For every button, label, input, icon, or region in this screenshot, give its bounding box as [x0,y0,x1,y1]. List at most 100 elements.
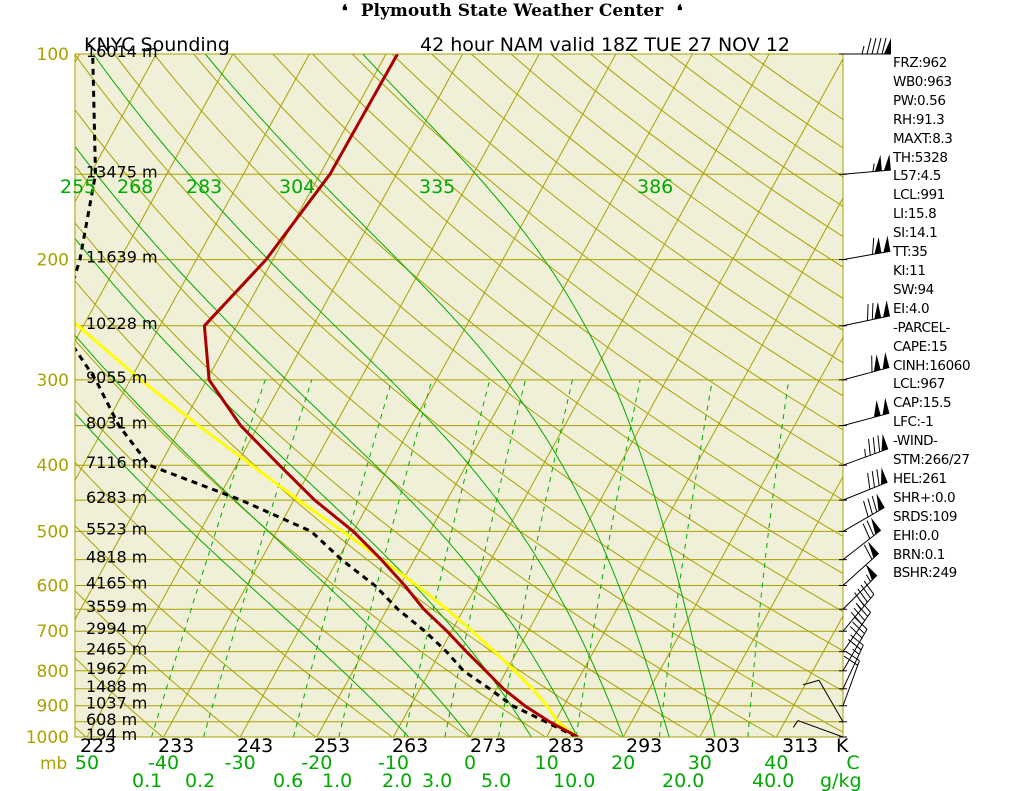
index-value: BRN:0.1 [893,546,945,563]
pressure-tick-label: 600 [37,576,69,596]
height-label: 2994 m [86,619,147,638]
wind-barb-staff [842,506,885,532]
left-flag-icon: ❛ [341,1,348,20]
isotherm-line [86,54,464,737]
wind-barb-flag [882,397,890,415]
index-value: HEL:261 [893,470,947,487]
chart-title: KNYC Sounding [84,34,230,56]
isotherm-line [392,54,770,737]
isotherm-line [775,614,843,737]
height-label: 3559 m [86,597,147,616]
dry-adiabat-line [351,54,843,431]
index-value: BSHR:249 [893,565,957,582]
index-value: TH:5328 [893,149,948,166]
wind-barb-staff [842,660,860,706]
mixing-ratio-label: 1.0 [322,770,352,791]
wind-barb-full [876,37,882,55]
wind-barb-staff [818,679,844,723]
dry-adiabat-line [0,54,9,737]
parcel-trace [75,320,579,737]
height-label: 1488 m [86,677,147,696]
pressure-tick-label: 1000 [26,728,69,748]
wind-barb-full [868,438,871,456]
dry-adiabat-line [75,109,843,733]
index-value: SHR+:0.0 [893,489,956,506]
wind-barb [839,517,882,561]
wind-barb [839,154,891,175]
height-label: 13475 m [86,162,158,181]
mixing-ratio-label: 5.0 [481,770,511,791]
wind-barb-staff [842,645,864,690]
height-label: 194 m [86,725,137,744]
height-label: 11639 m [86,248,158,267]
wind-barb-staff [842,250,891,261]
wind-barb [839,235,891,261]
height-label: 4818 m [86,548,147,567]
wind-barb-full [872,237,875,255]
isotherm-line [75,54,234,343]
dry-adiabat-line [193,54,843,575]
index-value: -WIND- [893,433,938,450]
wind-barb-full [866,304,869,321]
mixing-ratio-label: g/kg [820,770,862,791]
wind-barb-full [871,471,876,488]
wind-barb [839,580,875,632]
wind-barb-full [849,626,863,639]
mixing-ratio-label: 0.6 [273,770,303,791]
theta-e-label: 304 [279,176,315,198]
temperature-tick-label: -10 [378,752,409,774]
wind-barb [839,650,860,707]
theta-label: 313 [782,735,818,757]
wind-barb-half [865,574,872,582]
pressure-tick-label: 700 [37,622,69,642]
theta-label: 223 [80,735,116,757]
dry-adiabat-line [232,54,843,537]
moist-adiabat-line [204,54,670,737]
y-axis-unit-label: mb [40,754,67,774]
dry-adiabat-line [312,54,843,466]
temperature-tick-label: 50 [75,752,99,774]
theta-label: 293 [626,735,662,757]
wind-barb-full [877,435,881,452]
right-flag-icon: ❛ [676,1,683,20]
height-label: 5523 m [86,519,147,538]
height-label: 608 m [86,710,137,729]
wind-barb [839,541,880,586]
mixing-ratio-label: 10.0 [553,770,595,791]
wind-barb [792,720,847,738]
temperature-tick-label: 0 [464,752,476,774]
wind-barb-flag [881,467,888,485]
wind-barb-half [792,720,799,728]
dewpoint-trace [75,54,578,737]
index-value: STM:266/27 [893,452,970,469]
wind-barb [839,37,891,55]
height-label: 1962 m [86,659,147,678]
pressure-tick-label: 300 [37,371,69,391]
isotherm-line [75,54,310,482]
temperature-tick-label: 20 [611,752,635,774]
index-value: CAP:15.5 [893,395,952,412]
temperature-tick-label: C [846,752,859,774]
wind-barb-flag [865,563,877,581]
isotherm-line [0,54,3,737]
wind-barb-flag [884,38,891,54]
dry-adiabat-line [75,165,776,737]
moist-adiabat-line [75,412,410,737]
theta-label: 303 [704,735,740,757]
isotherm-line [75,54,387,621]
temperature-trace [202,54,579,737]
plot-background [75,54,843,737]
index-value: LCL:991 [893,187,945,204]
wind-barb-staff [842,612,871,652]
plot-lines-group [0,54,843,737]
height-label: 6283 m [86,488,147,507]
height-label: 4165 m [86,573,147,592]
index-value: TT:35 [893,244,928,261]
wind-barb-flag [873,354,881,372]
theta-label: 263 [392,735,428,757]
height-label: 1037 m [86,694,147,713]
mixing-ratio-label: 40.0 [752,770,794,791]
isotherm-line [163,54,540,737]
dry-adiabat-line [75,280,623,737]
dry-adiabat-line [470,54,843,331]
